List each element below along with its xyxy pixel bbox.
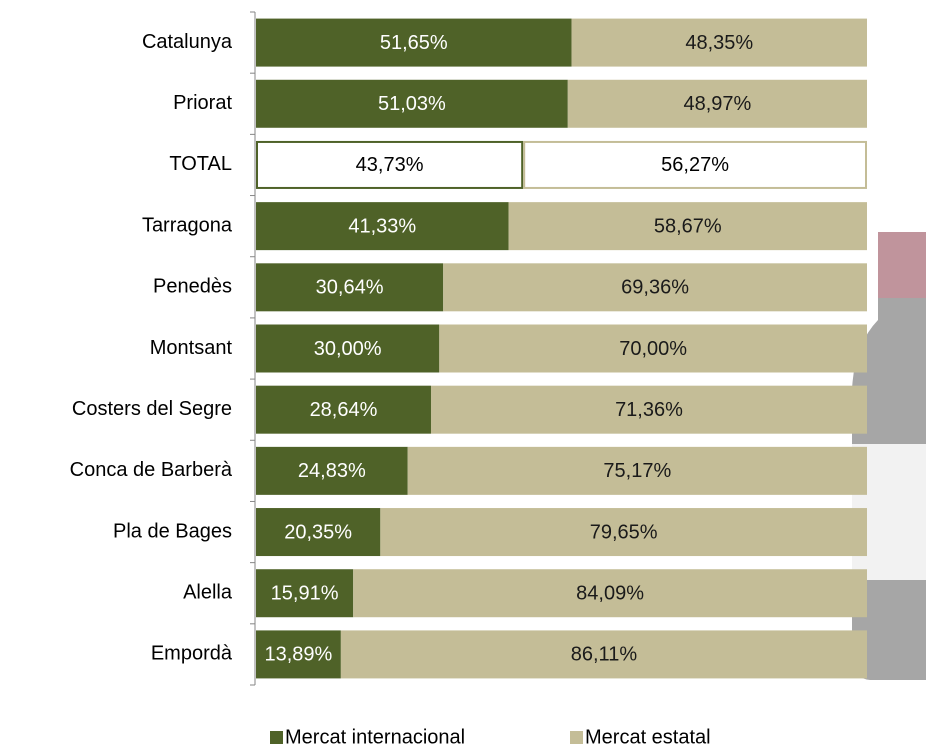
y-tick-label: Conca de Barberà [70,459,233,481]
legend-label: Mercat estatal [585,726,711,747]
y-tick-label: Tarragona [142,214,233,236]
bar-segment [256,263,444,312]
bar-segment [256,630,341,679]
bar-segment [256,446,408,495]
bar-segment [256,569,354,618]
bar-segment [256,324,440,373]
value-label: 71,36% [615,399,683,421]
value-label: 75,17% [603,460,671,482]
y-tick-label: Costers del Segre [72,398,232,420]
y-tick-label: Catalunya [142,31,233,53]
value-label: 30,64% [316,277,384,299]
bar-segment [256,202,509,251]
bar-segment [430,385,867,434]
value-label: 20,35% [284,521,352,543]
bar-segment [340,630,867,679]
value-label: 56,27% [661,154,729,176]
value-label: 51,03% [378,93,446,115]
bar-segment [443,263,867,312]
value-label: 24,83% [298,460,366,482]
value-label: 30,00% [314,338,382,360]
y-tick-label: Pla de Bages [113,520,232,542]
y-tick-label: Penedès [153,276,232,298]
bar-segment [256,18,572,67]
bar-segment [353,569,868,618]
value-label: 69,36% [621,277,689,299]
value-label: 58,67% [654,215,722,237]
value-label: 48,97% [683,93,751,115]
bar-segment [256,385,431,434]
bar-segment [256,79,568,128]
bar-segment [439,324,867,373]
value-label: 15,91% [271,583,339,605]
value-label: 86,11% [571,644,638,666]
bar-segment [256,140,524,189]
value-label: 43,73% [356,154,424,176]
value-label: 13,89% [265,644,333,666]
y-tick-label: Alella [183,582,233,604]
y-tick-label: TOTAL [169,153,232,175]
y-tick-label: Montsant [150,337,233,359]
bar-segment [380,508,867,557]
value-label: 70,00% [619,338,687,360]
legend-swatch [570,731,583,744]
bar-segment [567,79,867,128]
value-label: 48,35% [685,32,753,54]
value-label: 28,64% [310,399,378,421]
value-label: 84,09% [576,583,644,605]
value-label: 41,33% [348,215,416,237]
y-tick-label: Priorat [173,92,232,114]
legend-swatch [270,731,283,744]
legend-label: Mercat internacional [285,726,465,747]
bar-segment [508,202,867,251]
value-label: 51,65% [380,32,448,54]
bar-segment [571,18,867,67]
y-tick-label: Empordà [151,643,233,665]
bar-segment [256,508,381,557]
bar-segment [523,140,867,189]
bar-segment [407,446,867,495]
value-label: 79,65% [590,521,658,543]
